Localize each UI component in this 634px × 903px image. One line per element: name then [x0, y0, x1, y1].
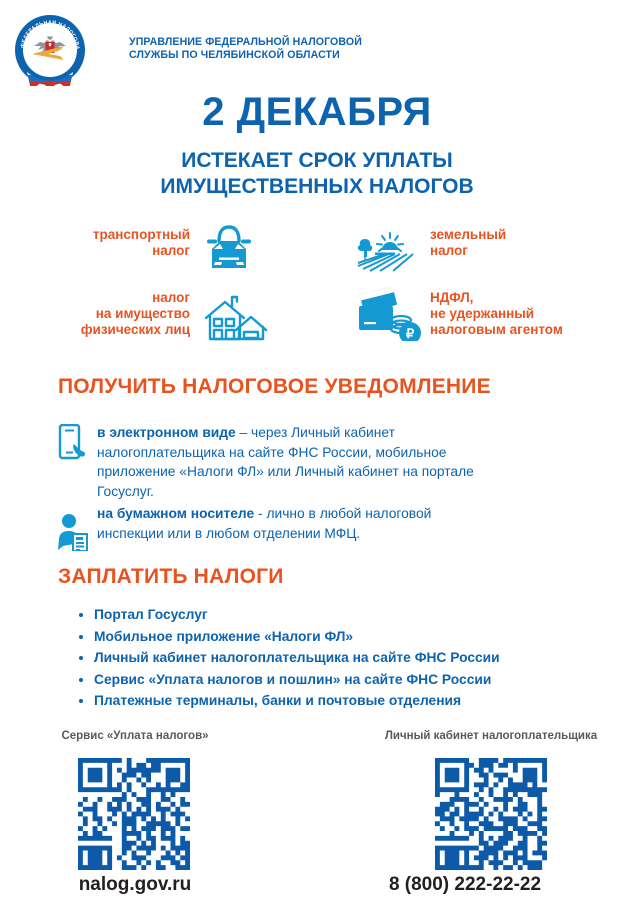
svg-text:₽: ₽: [406, 326, 415, 341]
